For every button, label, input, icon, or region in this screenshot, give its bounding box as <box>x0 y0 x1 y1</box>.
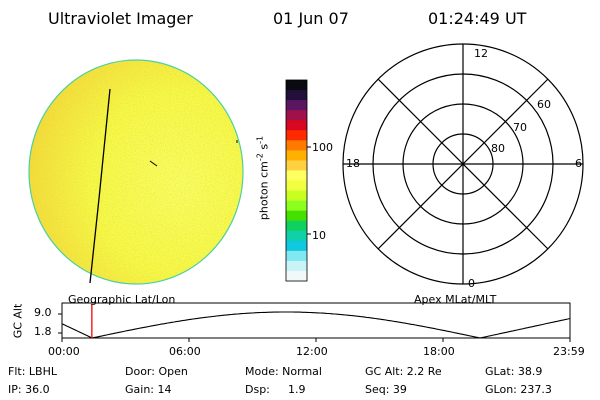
colorbar-swatch <box>286 130 307 141</box>
colorbar-swatch <box>286 250 307 262</box>
geographic-caption: Geographic Lat/Lon <box>68 293 176 306</box>
lat-label-70: 70 <box>513 121 527 134</box>
mlt-label-6: 6 <box>575 157 582 170</box>
apex-caption: Apex MLat/MLT <box>414 293 497 306</box>
alt-ytick-1-8: 1.8 <box>34 325 52 338</box>
alt-xtick-0600: 06:00 <box>169 345 201 358</box>
gc-alt-axis-label: GC Alt <box>11 303 25 339</box>
gain-info: Gain: 14 <box>125 383 172 396</box>
altitude-panel <box>58 302 571 342</box>
alt-xtick-2359: 23:59 <box>553 345 585 358</box>
door-info: Door: Open <box>125 365 188 378</box>
colorbar-swatch <box>286 170 307 182</box>
mlt-label-18: 18 <box>346 157 360 170</box>
time-label: 01:24:49 UT <box>428 9 527 28</box>
colorbar-swatch <box>286 190 307 202</box>
filter-info: Flt: LBHL <box>8 365 57 378</box>
colorbar-swatch <box>286 270 307 282</box>
colorbar-unit-label: photon cm-2 s-1 <box>255 135 270 221</box>
colorbar-tick-100: 100 <box>312 141 333 154</box>
dsp-info-label: Dsp: <box>245 383 270 396</box>
colorbar-swatch <box>286 100 307 111</box>
colorbar <box>285 79 311 282</box>
colorbar-swatch <box>286 260 307 272</box>
colorbar-swatch <box>286 200 307 212</box>
colorbar-swatch <box>286 230 307 242</box>
glat-info: GLat: 38.9 <box>485 365 543 378</box>
colorbar-swatch <box>286 120 307 131</box>
colorbar-swatch <box>286 150 307 161</box>
mlt-label-12: 12 <box>474 47 488 60</box>
gc-alt-info: GC Alt: 2.2 Re <box>365 365 442 378</box>
mode-info: Mode: Normal <box>245 365 322 378</box>
glon-info: GLon: 237.3 <box>485 383 552 396</box>
instrument-title: Ultraviolet Imager <box>48 9 193 28</box>
lat-label-80: 80 <box>491 142 505 155</box>
altitude-curve <box>61 311 571 339</box>
polar-grid <box>342 43 584 285</box>
alt-xtick-1200: 12:00 <box>296 345 328 358</box>
colorbar-swatch <box>286 180 307 192</box>
colorbar-tick-10: 10 <box>312 229 326 242</box>
subsatellite-mark <box>149 160 158 167</box>
mlt-label-0: 0 <box>468 277 475 290</box>
ip-info: IP: 36.0 <box>8 383 50 396</box>
colorbar-swatch <box>286 110 307 121</box>
lat-label-60: 60 <box>537 98 551 111</box>
uv-image-disk <box>28 59 244 285</box>
alt-ytick-9: 9.0 <box>34 306 52 319</box>
date-label: 01 Jun 07 <box>273 9 349 28</box>
dsp-info-value: 1.9 <box>288 383 306 396</box>
colorbar-swatch <box>286 220 307 232</box>
colorbar-swatch <box>286 80 307 91</box>
alt-xtick-1800: 18:00 <box>423 345 455 358</box>
terminator-line <box>89 88 111 284</box>
colorbar-swatch <box>286 90 307 101</box>
seq-info: Seq: 39 <box>365 383 407 396</box>
colorbar-swatch <box>286 160 307 172</box>
colorbar-swatch <box>286 140 307 151</box>
alt-xtick-0000: 00:00 <box>48 345 80 358</box>
colorbar-swatch <box>286 240 307 252</box>
colorbar-swatch <box>286 210 307 222</box>
